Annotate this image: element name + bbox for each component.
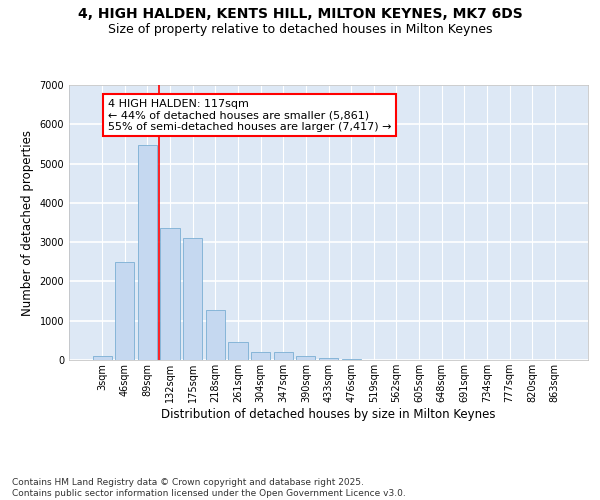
X-axis label: Distribution of detached houses by size in Milton Keynes: Distribution of detached houses by size … [161,408,496,421]
Bar [92,356,112,360]
Y-axis label: Number of detached properties: Number of detached properties [21,130,34,316]
Text: Size of property relative to detached houses in Milton Keynes: Size of property relative to detached ho… [108,22,492,36]
Bar [183,238,202,360]
Bar [296,356,316,360]
Text: 4, HIGH HALDEN, KENTS HILL, MILTON KEYNES, MK7 6DS: 4, HIGH HALDEN, KENTS HILL, MILTON KEYNE… [77,8,523,22]
Bar [206,310,225,360]
Text: Contains HM Land Registry data © Crown copyright and database right 2025.
Contai: Contains HM Land Registry data © Crown c… [12,478,406,498]
Text: 4 HIGH HALDEN: 117sqm
← 44% of detached houses are smaller (5,861)
55% of semi-d: 4 HIGH HALDEN: 117sqm ← 44% of detached … [108,98,391,132]
Bar [319,358,338,360]
Bar [274,352,293,360]
Bar [138,144,157,360]
Bar [341,359,361,360]
Bar [251,352,270,360]
Bar [160,228,180,360]
Bar [229,342,248,360]
Bar [115,262,134,360]
